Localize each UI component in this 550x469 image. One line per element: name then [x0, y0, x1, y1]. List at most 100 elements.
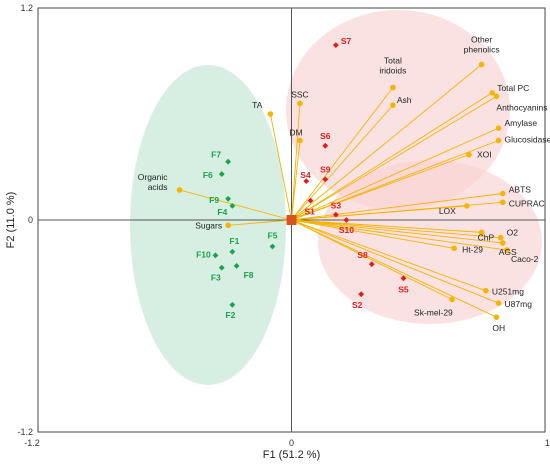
- sample-label-f7: F7: [211, 150, 221, 160]
- x-tick-label: -1.2: [24, 438, 40, 448]
- variable-label-lox: LOX: [439, 206, 456, 216]
- loading-line-glucosidase: [291, 140, 499, 221]
- sample-label-f9: F9: [209, 195, 219, 205]
- variable-label-caco-2: Caco-2: [511, 254, 539, 264]
- sample-label-f10: F10: [196, 249, 211, 259]
- loading-line-other-phenolics: [291, 64, 482, 221]
- sample-label-f2: F2: [225, 310, 235, 320]
- sample-point-f6: [218, 171, 225, 177]
- variable-label-total-pc: Total PC: [497, 83, 529, 93]
- y-tick-label: 0: [28, 215, 33, 225]
- sample-label-s1: S1: [305, 207, 316, 217]
- sample-label-f4: F4: [217, 207, 227, 217]
- variable-point-amylase: [495, 125, 502, 131]
- variable-label-ags: AGS: [499, 247, 517, 257]
- variable-label-ht-29: Ht-29: [462, 244, 483, 254]
- variable-label-abts: ABTS: [509, 185, 532, 195]
- sample-point-f9: [225, 195, 232, 202]
- loading-line-u251mg: [291, 219, 487, 292]
- variable-label-anthocyanins: Anthocyanins: [496, 102, 547, 112]
- sample-label-s3: S3: [331, 201, 342, 211]
- variable-label-amylase: Amylase: [505, 118, 538, 128]
- variable-point-ta: [267, 111, 274, 117]
- variable-label-sk-mel-29: Sk-mel-29: [414, 308, 453, 318]
- variable-label-ash: Ash: [397, 95, 412, 105]
- variable-label-organic-acids: Organic acids: [138, 172, 169, 192]
- sample-point-f3: [218, 264, 225, 271]
- sample-point-f7: [225, 158, 232, 165]
- sample-label-f8: F8: [244, 270, 254, 280]
- loading-line-anthocyanins: [291, 95, 497, 221]
- loading-line-total-iridoids: [291, 87, 394, 221]
- variable-point-ash: [390, 102, 396, 108]
- variable-label-o2: O2: [507, 228, 519, 238]
- variable-label-xoi: XOI: [477, 150, 492, 160]
- sample-label-f1: F1: [229, 236, 239, 246]
- loading-line-ta: [269, 113, 292, 221]
- sample-label-s4: S4: [300, 170, 311, 180]
- variable-point-ssc: [297, 100, 303, 107]
- variable-point-dm: [297, 137, 303, 144]
- variable-point-chp: [478, 229, 485, 236]
- variable-point-total-pc: [489, 90, 495, 96]
- sample-label-s5: S5: [398, 284, 409, 294]
- points: [176, 42, 510, 320]
- variable-label-glucosidase: Glucosidase: [505, 135, 550, 145]
- variable-point-anthocyanins: [493, 93, 500, 100]
- loading-line-caco-2: [291, 219, 508, 251]
- variable-label-cuprac: CUPRAC: [509, 198, 545, 208]
- variable-point-sk-mel-29: [449, 296, 455, 303]
- variable-point-ags: [499, 240, 506, 246]
- loading-line-oh: [291, 219, 497, 318]
- loading-line-dm: [291, 140, 301, 221]
- loading-lines: [179, 64, 508, 318]
- y-axis-label: F2 (11.0 %): [5, 192, 17, 249]
- sample-label-f3: F3: [211, 273, 221, 283]
- sample-label-s2: S2: [352, 300, 363, 310]
- variable-point-glucosidase: [495, 137, 502, 144]
- loading-line-o2: [291, 219, 501, 239]
- sample-point-s3: [332, 211, 339, 218]
- sample-label-s9: S9: [320, 164, 331, 174]
- sample-point-f8: [233, 263, 240, 269]
- sample-label-f6: F6: [203, 170, 213, 180]
- sample-point-s9: [322, 176, 329, 183]
- sample-point-s7: [332, 42, 339, 48]
- loading-line-ssc: [291, 103, 301, 221]
- variable-label-dm: DM: [289, 128, 302, 138]
- sample-label-f5: F5: [268, 231, 278, 241]
- sample-point-s8: [368, 261, 375, 268]
- variable-point-xoi: [466, 151, 472, 158]
- variable-point-caco-2: [504, 247, 510, 253]
- sample-point-s1: [307, 197, 314, 204]
- sample-point-f10: [212, 252, 219, 259]
- ellipse-s-lower: [318, 160, 542, 324]
- sample-point-s6: [322, 142, 329, 149]
- loading-line-sk-mel-29: [291, 219, 453, 300]
- sample-label-s7: S7: [341, 36, 352, 46]
- variable-point-organic-acids: [176, 187, 183, 193]
- loading-line-xoi: [291, 154, 470, 221]
- sample-label-s10: S10: [339, 225, 354, 235]
- variable-label-u251mg: U251mg: [492, 287, 524, 297]
- sample-point-f4: [229, 202, 236, 209]
- variable-point-oh: [493, 314, 500, 320]
- loading-line-ht-29: [291, 219, 455, 249]
- variable-label-total-iridoids: Total iridoids: [379, 56, 406, 76]
- loading-line-amylase: [291, 127, 499, 221]
- variable-point-sugars: [225, 222, 231, 229]
- loading-line-organic-acids: [179, 189, 292, 221]
- loading-line-ags: [291, 219, 503, 244]
- variable-point-u251mg: [483, 287, 489, 294]
- sample-label-s8: S8: [357, 250, 368, 260]
- variable-label-oh: OH: [492, 323, 505, 333]
- y-tick-label: -1.2: [17, 427, 33, 437]
- loading-line-lox: [291, 205, 467, 221]
- variable-label-chp: ChP: [478, 232, 495, 242]
- labels: TA SSC DM Total iridoids Ash Other phenolics Tot…: [138, 35, 550, 334]
- loading-line-total-pc: [291, 92, 493, 221]
- loading-line-abts: [291, 193, 503, 221]
- variable-point-ht-29: [451, 245, 457, 252]
